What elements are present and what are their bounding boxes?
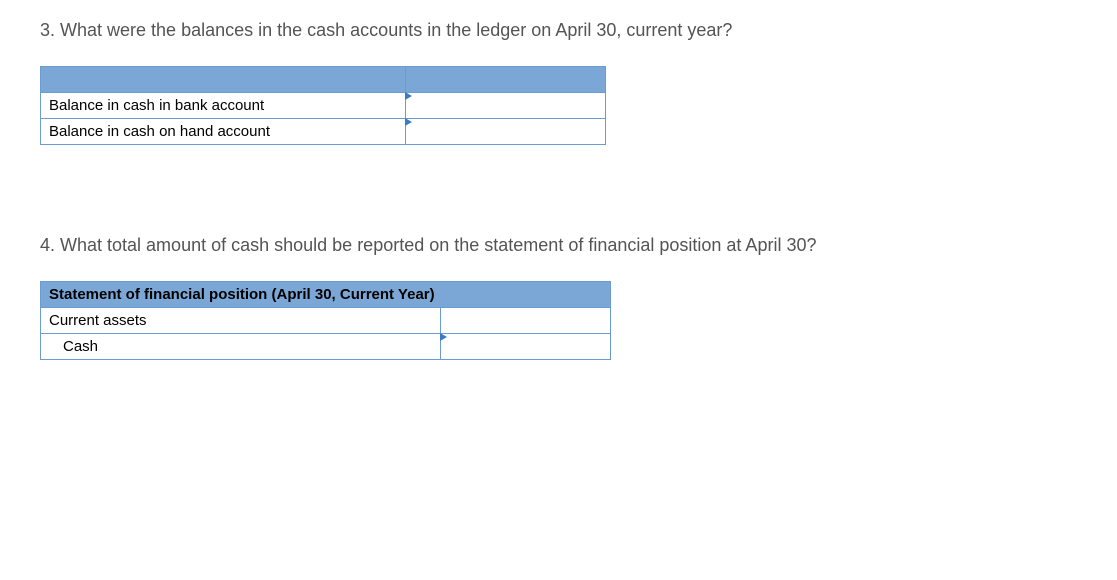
table-row: Cash — [41, 334, 611, 360]
row-label-indent: Cash — [41, 334, 441, 360]
table-title: Statement of financial position (April 3… — [41, 282, 611, 308]
table-row: Balance in cash in bank account — [41, 93, 606, 119]
current-assets-value — [441, 308, 611, 334]
question-3-table: Balance in cash in bank account Balance … — [40, 66, 606, 145]
table-row: Balance in cash on hand account — [41, 119, 606, 145]
row-label: Balance in cash in bank account — [41, 93, 406, 119]
balance-bank-input[interactable] — [406, 93, 606, 119]
question-4-text: 4. What total amount of cash should be r… — [40, 235, 1077, 256]
question-4-table: Statement of financial position (April 3… — [40, 281, 611, 360]
header-cell-label — [41, 67, 406, 93]
cash-input[interactable] — [441, 334, 611, 360]
table-title-row: Statement of financial position (April 3… — [41, 282, 611, 308]
question-3-section: 3. What were the balances in the cash ac… — [40, 20, 1077, 145]
question-3-text: 3. What were the balances in the cash ac… — [40, 20, 1077, 41]
table-row: Current assets — [41, 308, 611, 334]
header-cell-value — [406, 67, 606, 93]
question-4-section: 4. What total amount of cash should be r… — [40, 235, 1077, 360]
row-label: Current assets — [41, 308, 441, 334]
table-header-row — [41, 67, 606, 93]
balance-hand-input[interactable] — [406, 119, 606, 145]
row-label: Balance in cash on hand account — [41, 119, 406, 145]
